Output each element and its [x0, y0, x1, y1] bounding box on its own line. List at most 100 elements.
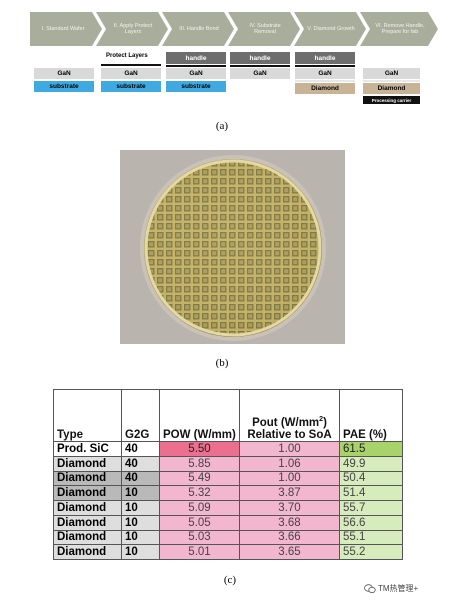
stack2-gan: GaN — [101, 68, 161, 79]
stack5-diamond: Diamond — [295, 83, 355, 94]
wafer-image — [120, 150, 345, 344]
table-row: Diamond 40 5.85 1.06 49.9 — [53, 455, 403, 472]
cell-pae: 50.4 — [339, 470, 403, 487]
cell-pow: 5.85 — [159, 455, 240, 472]
stack1-substrate: substrate — [34, 81, 94, 92]
cell-g2g: 40 — [121, 441, 160, 457]
cell-g2g: 10 — [121, 485, 160, 502]
results-table: Type G2G POW (W/mm) Pout (W/mm2) Relativ… — [53, 388, 403, 560]
cell-pow: 5.05 — [159, 514, 240, 531]
header-pout-line2: Relative to SoA — [247, 429, 332, 442]
stack6-diamond: Diamond — [363, 83, 420, 94]
cell-type: Diamond — [53, 470, 122, 487]
cell-g2g: 40 — [121, 455, 160, 472]
watermark: TM热管理+ — [364, 583, 418, 594]
table-row: Diamond 10 5.32 3.87 51.4 — [53, 485, 403, 502]
header-pae: PAE (%) — [339, 388, 403, 443]
process-flow: I. Standard Wafer II. Apply Protect Laye… — [30, 12, 438, 46]
header-pout: Pout (W/mm2) Relative to SoA — [239, 388, 340, 443]
cell-pow: 5.03 — [159, 529, 240, 546]
cell-type: Diamond — [53, 529, 122, 546]
cell-type: Prod. SiC — [53, 441, 122, 457]
table-row: Prod. SiC 40 5.50 1.00 61.5 — [53, 441, 403, 457]
cell-type: Diamond — [53, 500, 122, 516]
table-body: Prod. SiC 40 5.50 1.00 61.5 Diamond 40 5.85 1.06… — [53, 441, 403, 560]
stack5-gan: GaN — [295, 68, 355, 79]
cell-pae: 49.9 — [339, 455, 403, 472]
table-row: Diamond 10 5.05 3.68 56.6 — [53, 514, 403, 531]
cell-pae: 61.5 — [339, 441, 403, 457]
wafer-photo — [120, 150, 345, 344]
stack2-protect — [101, 64, 161, 66]
stack3-protect — [166, 65, 226, 67]
stack3-substrate: substrate — [166, 81, 226, 92]
cell-pow: 5.32 — [159, 485, 240, 502]
cell-pout: 3.87 — [239, 485, 340, 502]
cell-pout: 1.00 — [239, 441, 340, 457]
stack1-gan: GaN — [34, 68, 94, 79]
step-6: VI. Remove Handle, Prepare for fab — [360, 12, 438, 46]
cell-pout: 1.00 — [239, 470, 340, 487]
cell-pow: 5.49 — [159, 470, 240, 487]
cell-pow: 5.09 — [159, 500, 240, 516]
step-3: III. Handle Bond — [162, 12, 234, 46]
stack5-handle: handle — [295, 52, 355, 64]
header-g2g: G2G — [121, 388, 160, 443]
cell-pow: 5.01 — [159, 544, 240, 560]
stack4-gan: GaN — [230, 68, 290, 79]
stack2-substrate: substrate — [101, 81, 161, 92]
header-pout-line1-end: ) — [323, 417, 327, 430]
cell-pae: 55.7 — [339, 500, 403, 516]
cell-type: Diamond — [53, 544, 122, 560]
stack6-gan: GaN — [363, 68, 420, 79]
caption-b: (b) — [215, 357, 229, 369]
caption-c: (c) — [223, 574, 237, 586]
step-6-label: VI. Remove Handle, Prepare for fab — [375, 22, 425, 35]
cell-pae: 51.4 — [339, 485, 403, 502]
stack3-gan: GaN — [166, 68, 226, 79]
cell-type: Diamond — [53, 485, 122, 502]
protect-layers-label: Protect Layers — [106, 53, 148, 59]
cell-pout: 3.70 — [239, 500, 340, 516]
cell-g2g: 10 — [121, 529, 160, 546]
stack6-carrier: Processing carrier — [363, 96, 420, 104]
stack5-nucleation — [295, 80, 355, 82]
cell-pout: 3.68 — [239, 514, 340, 531]
step-4: IV. Substrate Removal — [228, 12, 300, 46]
step-4-label: IV. Substrate Removal — [249, 22, 281, 35]
cell-pae: 55.2 — [339, 544, 403, 560]
table-row: Diamond 40 5.49 1.00 50.4 — [53, 470, 403, 487]
step-2: II. Apply Protect Layers — [96, 12, 168, 46]
wechat-icon — [364, 583, 376, 593]
step-5: V. Diamond Growth — [294, 12, 366, 46]
cell-pout: 3.66 — [239, 529, 340, 546]
cell-pae: 56.6 — [339, 514, 403, 531]
header-pout-line1: Pout (W/mm — [252, 417, 320, 430]
header-pout-sup: 2 — [319, 416, 324, 424]
stack4-protect — [230, 65, 290, 67]
cell-type: Diamond — [53, 455, 122, 472]
step-5-label: V. Diamond Growth — [307, 25, 355, 32]
table-header: Type G2G POW (W/mm) Pout (W/mm2) Relativ… — [53, 388, 403, 443]
cell-g2g: 10 — [121, 514, 160, 531]
cell-g2g: 10 — [121, 500, 160, 516]
cell-pout: 1.06 — [239, 455, 340, 472]
cell-pae: 55.1 — [339, 529, 403, 546]
table-row: Diamond 10 5.03 3.66 55.1 — [53, 529, 403, 546]
stack3-handle: handle — [166, 52, 226, 64]
header-pow: POW (W/mm) — [159, 388, 240, 443]
table-row: Diamond 10 5.01 3.65 55.2 — [53, 544, 403, 560]
cell-pow: 5.50 — [159, 441, 240, 457]
cell-pout: 3.65 — [239, 544, 340, 560]
watermark-text: TM热管理+ — [378, 584, 419, 593]
step-1-label: I. Standard Wafer — [41, 25, 85, 32]
stack5-protect — [295, 65, 355, 67]
caption-a: (a) — [215, 120, 229, 132]
stack6-nucleation — [363, 80, 420, 82]
cell-type: Diamond — [53, 514, 122, 531]
step-3-label: III. Handle Bond — [179, 25, 219, 32]
cell-g2g: 10 — [121, 544, 160, 560]
cell-g2g: 40 — [121, 470, 160, 487]
header-type: Type — [53, 388, 122, 443]
table-row: Diamond 10 5.09 3.70 55.7 — [53, 500, 403, 516]
